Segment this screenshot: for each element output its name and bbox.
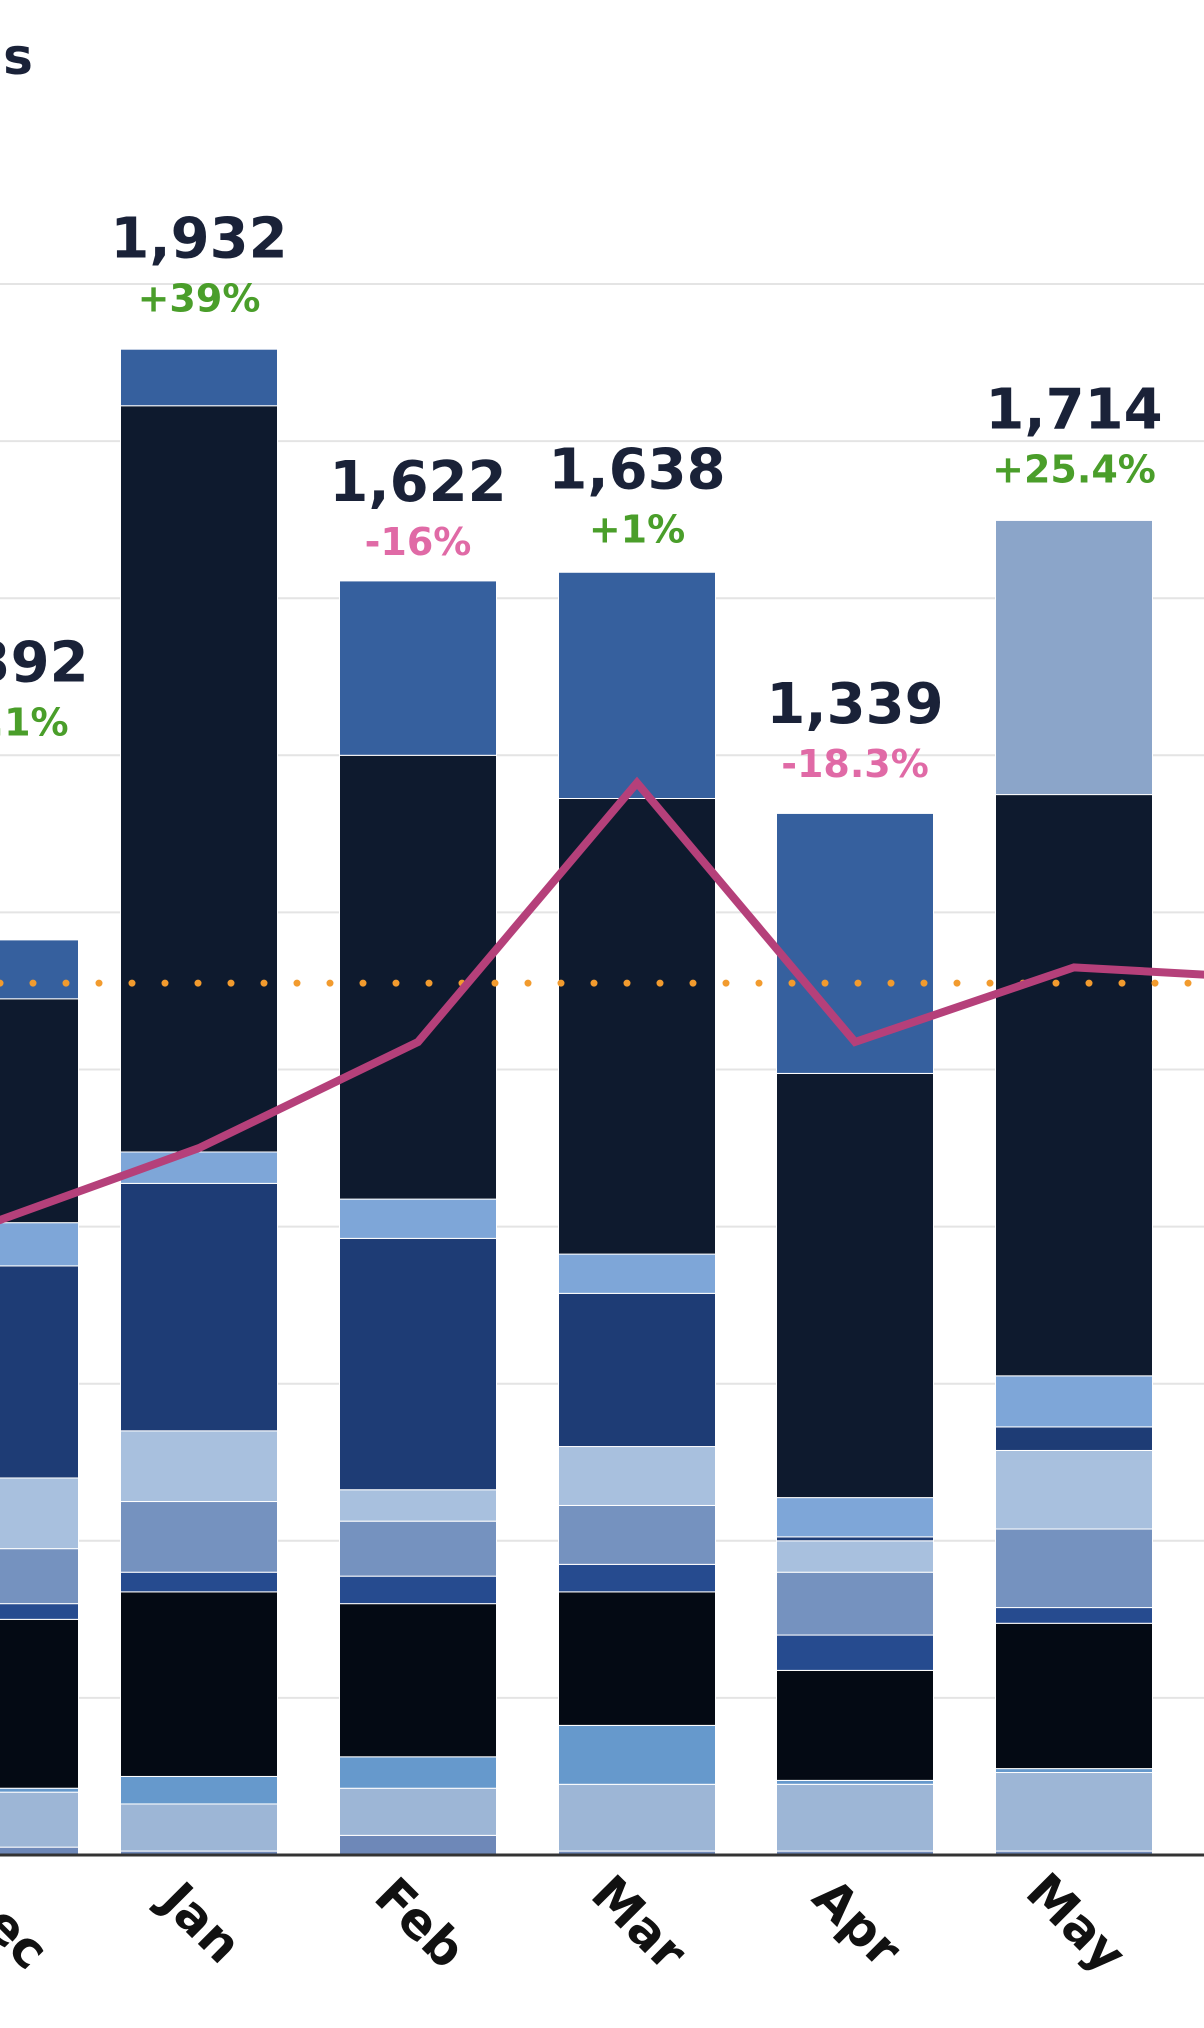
bar-segment xyxy=(120,1775,278,1805)
change-label: -16% xyxy=(365,520,472,564)
bar-segment xyxy=(0,998,79,1224)
total-label: 1,622 xyxy=(329,450,506,515)
bar-segment xyxy=(995,1449,1153,1530)
bar-segment xyxy=(776,1779,934,1785)
bar-segment xyxy=(776,812,934,1074)
bar-segment xyxy=(558,1724,716,1785)
bar-labels: 1,392 +4.1% 1,932 +39% 1,622 -16% 1,638 +1% 1,33… xyxy=(0,206,1163,786)
x-tick-label: Mar xyxy=(580,1864,698,1982)
bar-segment xyxy=(776,1783,934,1852)
bar-segment xyxy=(120,1182,278,1432)
bar-segment xyxy=(339,1834,497,1856)
bar-segment xyxy=(558,798,716,1255)
trend-line xyxy=(0,776,1204,1225)
chart-title: ls xyxy=(0,28,33,86)
bar-stack-apr xyxy=(776,812,934,1856)
bar-segment xyxy=(558,571,716,800)
bar-segment xyxy=(0,1787,79,1793)
bar-stack-may xyxy=(995,519,1153,1856)
bar-segment xyxy=(995,794,1153,1377)
x-tick-label: Feb xyxy=(364,1866,477,1979)
bar-segment xyxy=(995,1622,1153,1770)
bar-segment xyxy=(339,1520,497,1577)
bar-segment xyxy=(776,1536,934,1542)
bar-segment xyxy=(776,1634,934,1671)
bar-segment xyxy=(0,1265,79,1479)
bar-segment xyxy=(0,1791,79,1848)
bar-segment xyxy=(558,1563,716,1593)
bar-segment xyxy=(339,1756,497,1789)
bar-segment xyxy=(558,1292,716,1448)
x-tick-label: Apr xyxy=(801,1867,912,1978)
bar-segment xyxy=(120,1501,278,1573)
bar-segment xyxy=(120,1571,278,1593)
bar-segment xyxy=(995,1607,1153,1624)
change-label: +4.1% xyxy=(0,701,69,745)
bar-segment xyxy=(776,1540,934,1573)
change-label: -18.3% xyxy=(781,742,929,786)
bar-segment xyxy=(339,1787,497,1836)
bar-segment xyxy=(776,1669,934,1781)
bar-segment xyxy=(120,348,278,407)
bar-segment xyxy=(995,1375,1153,1428)
bar-segment xyxy=(339,580,497,756)
bar-segment xyxy=(558,1504,716,1565)
bar-segment xyxy=(995,1768,1153,1774)
bar-segment xyxy=(776,1072,934,1499)
bar-segment xyxy=(339,1237,497,1491)
bar-segment xyxy=(0,1477,79,1550)
bar-segment xyxy=(339,1603,497,1758)
total-label: 1,638 xyxy=(548,437,725,502)
total-label: 1,932 xyxy=(110,206,287,271)
x-tick-label: Dec xyxy=(0,1865,60,1980)
change-label: +25.4% xyxy=(992,448,1156,492)
change-label: +39% xyxy=(138,276,261,320)
change-label: +1% xyxy=(589,507,685,551)
bar-segment xyxy=(120,1430,278,1503)
bar-segment xyxy=(995,1528,1153,1609)
bar-segment xyxy=(339,1575,497,1605)
bar-segment xyxy=(0,1603,79,1620)
total-label: 1,392 xyxy=(0,631,89,696)
bar-segment xyxy=(0,1548,79,1605)
total-label: 1,339 xyxy=(766,672,943,737)
x-tick-label: May xyxy=(1015,1862,1137,1984)
bar-segment xyxy=(0,1222,79,1267)
total-label: 1,714 xyxy=(985,378,1162,443)
bar-segment xyxy=(558,1591,716,1726)
bar-segment xyxy=(776,1497,934,1538)
bar-segment xyxy=(558,1783,716,1852)
bar-segment xyxy=(339,1489,497,1522)
bar-segment xyxy=(339,754,497,1200)
bar-stack-feb xyxy=(339,580,497,1856)
bar-segment xyxy=(995,1426,1153,1451)
bar-segment xyxy=(0,1618,79,1789)
trend-line-layer xyxy=(0,776,1204,1225)
bar-segment xyxy=(0,1846,79,1856)
bar-segment xyxy=(120,1591,278,1777)
bar-segment xyxy=(558,1253,716,1294)
bar-stack-mar xyxy=(558,571,716,1856)
x-tick-label: Jan xyxy=(147,1869,252,1974)
x-axis: Dec Jan Feb Mar Apr May xyxy=(0,1853,1204,1984)
bar-segment xyxy=(0,939,79,1000)
bar-segment xyxy=(120,405,278,1153)
bar-segment xyxy=(339,1198,497,1239)
bar-segment xyxy=(995,519,1153,796)
bar-stack-dec xyxy=(0,939,79,1856)
bar-stacks xyxy=(0,348,1153,1856)
bar-segment xyxy=(120,1803,278,1852)
bar-stack-jan xyxy=(120,348,278,1856)
bar-segment xyxy=(558,1446,716,1506)
bar-segment xyxy=(995,1772,1153,1852)
bar-segment xyxy=(776,1571,934,1636)
